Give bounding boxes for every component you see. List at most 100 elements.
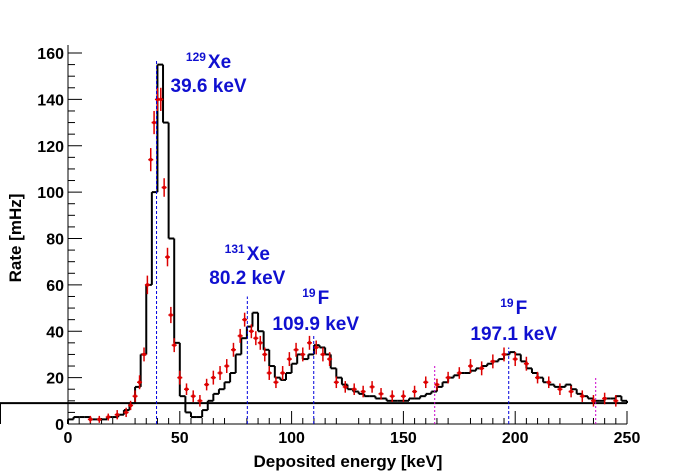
data-point xyxy=(281,371,285,375)
data-point xyxy=(178,376,182,380)
data-point xyxy=(231,348,235,352)
isotope-mass: 19 xyxy=(500,296,514,310)
data-point xyxy=(591,399,595,403)
data-point xyxy=(334,380,338,384)
x-tick-label: 150 xyxy=(390,430,417,447)
data-point xyxy=(446,376,450,380)
data-point xyxy=(480,366,484,370)
data-point xyxy=(502,352,506,356)
data-point xyxy=(142,352,146,356)
data-point xyxy=(558,387,562,391)
data-point xyxy=(580,394,584,398)
data-point xyxy=(205,383,209,387)
isotope-element: F xyxy=(318,288,330,309)
data-point xyxy=(238,334,242,338)
data-point xyxy=(424,380,428,384)
x-tick-label: 100 xyxy=(278,430,305,447)
data-point xyxy=(97,417,101,421)
data-point xyxy=(88,417,92,421)
peak-energy: 109.9 keV xyxy=(272,314,359,335)
data-point xyxy=(390,394,394,398)
data-point xyxy=(243,318,247,322)
peak-energy: 197.1 keV xyxy=(470,324,557,345)
y-tick-label: 140 xyxy=(37,92,64,109)
peak-energy: 80.2 keV xyxy=(209,268,285,289)
y-tick-label: 80 xyxy=(46,232,64,249)
x-tick-label: 0 xyxy=(64,430,73,447)
data-point xyxy=(185,387,189,391)
y-tick-label: 160 xyxy=(37,46,64,63)
data-point xyxy=(218,371,222,375)
data-point xyxy=(361,390,365,394)
peak-energy: 39.6 keV xyxy=(171,76,247,97)
data-point xyxy=(569,390,573,394)
peak-isotope: 19 F xyxy=(500,296,527,319)
data-point xyxy=(258,341,262,345)
data-point xyxy=(211,376,215,380)
data-point xyxy=(254,336,258,340)
data-point xyxy=(225,364,229,368)
data-point xyxy=(435,383,439,387)
data-point xyxy=(169,313,173,317)
isotope-element: F xyxy=(516,298,528,319)
data-point xyxy=(263,352,267,356)
y-axis-label: Rate [mHz] xyxy=(6,194,25,283)
data-point xyxy=(314,345,318,349)
x-axis-label: Deposited energy [keV] xyxy=(254,452,443,471)
data-point xyxy=(513,357,517,361)
data-point xyxy=(294,348,298,352)
data-point xyxy=(524,362,528,366)
y-tick-label: 0 xyxy=(55,417,64,434)
isotope-element: Xe xyxy=(208,52,231,73)
isotope-mass: 131 xyxy=(225,242,245,256)
data-point xyxy=(129,403,133,407)
data-point xyxy=(491,359,495,363)
data-point xyxy=(603,396,607,400)
data-point xyxy=(468,364,472,368)
data-point xyxy=(249,329,253,333)
x-tick-label: 50 xyxy=(171,430,189,447)
isotope-mass: 129 xyxy=(186,50,206,64)
data-point xyxy=(328,357,332,361)
x-tick-label: 250 xyxy=(614,430,641,447)
data-point xyxy=(457,371,461,375)
data-point xyxy=(274,380,278,384)
data-point xyxy=(166,255,170,259)
data-point xyxy=(614,399,618,403)
data-point xyxy=(133,394,137,398)
data-point xyxy=(138,380,142,384)
data-point xyxy=(379,392,383,396)
peak-isotope: 129 Xe xyxy=(186,50,231,73)
data-point xyxy=(124,410,128,414)
data-point xyxy=(413,390,417,394)
data-point xyxy=(159,97,163,101)
data-point xyxy=(267,371,271,375)
data-point xyxy=(198,399,202,403)
data-point xyxy=(547,380,551,384)
y-tick-label: 100 xyxy=(37,185,64,202)
data-point xyxy=(115,413,119,417)
data-point xyxy=(145,283,149,287)
data-point xyxy=(536,376,540,380)
data-point xyxy=(191,394,195,398)
x-tick-label: 200 xyxy=(502,430,529,447)
data-point xyxy=(149,158,153,162)
data-point xyxy=(106,415,110,419)
isotope-mass: 19 xyxy=(302,286,316,300)
peak-isotope: 131 Xe xyxy=(225,242,270,265)
data-point xyxy=(370,385,374,389)
data-point xyxy=(172,343,176,347)
peak-isotope: 19 F xyxy=(302,286,329,309)
data-point xyxy=(307,341,311,345)
data-point xyxy=(287,357,291,361)
y-tick-label: 60 xyxy=(46,278,64,295)
y-tick-label: 20 xyxy=(46,371,64,388)
data-point xyxy=(321,352,325,356)
data-point xyxy=(152,121,156,125)
y-tick-label: 40 xyxy=(46,324,64,341)
data-point xyxy=(401,394,405,398)
data-point xyxy=(155,97,159,101)
data-point xyxy=(352,387,356,391)
data-point xyxy=(343,385,347,389)
